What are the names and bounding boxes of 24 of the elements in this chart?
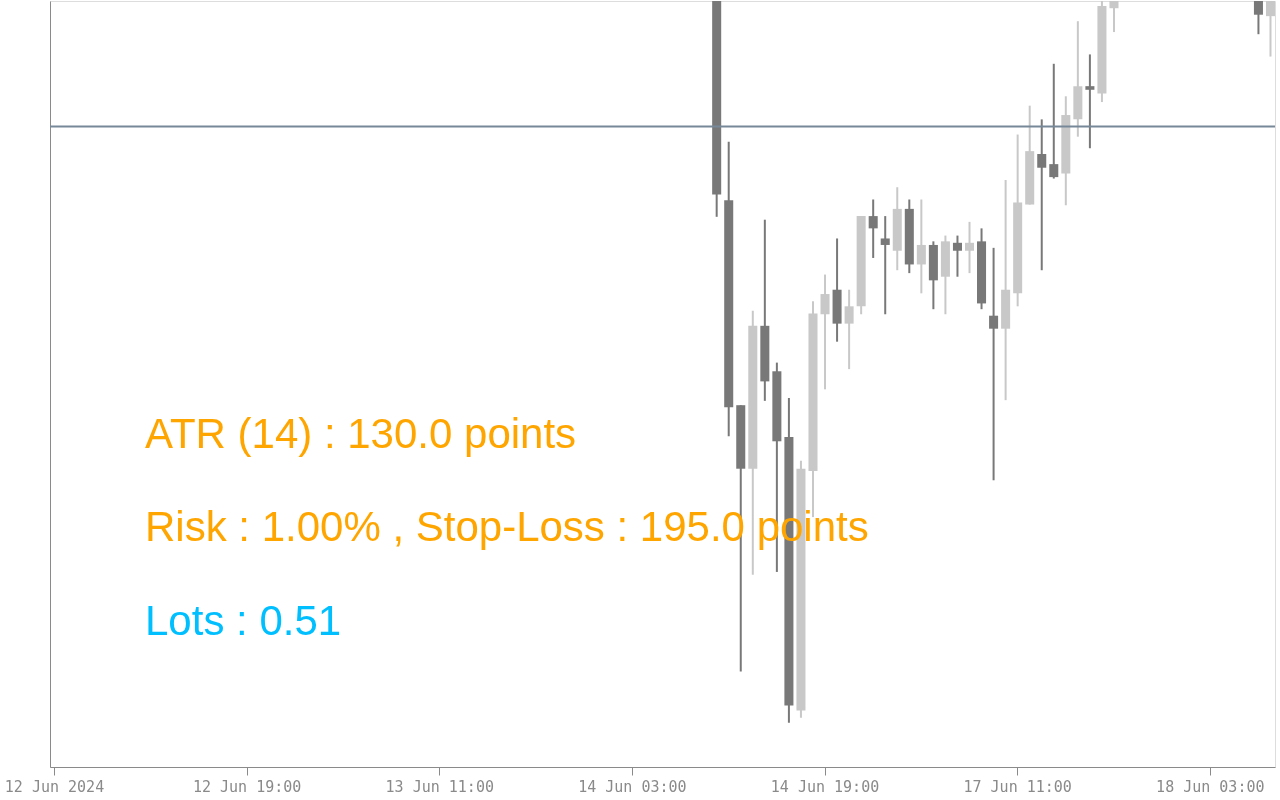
candlestick	[880, 215, 890, 316]
annotation: Lots : 0.51	[145, 597, 342, 644]
candlestick	[964, 220, 975, 275]
x-tick-label: 12 Jun 2024	[4, 777, 105, 796]
candlestick	[1049, 62, 1059, 180]
x-tick-label: 14 Jun 19:00	[770, 777, 880, 796]
x-tick-label: 14 Jun 03:00	[578, 777, 687, 796]
candlestick	[844, 288, 854, 371]
annotation: Risk : 1.00% , Stop-Loss : 195.0 points	[145, 503, 869, 550]
x-tick-label: 12 Jun 19:00	[192, 777, 302, 796]
candlestick	[952, 234, 962, 278]
candlestick	[1085, 53, 1095, 150]
x-tick-label: 18 Jun 03:00	[1156, 777, 1265, 796]
annotation: ATR (14) : 130.0 points	[145, 410, 577, 457]
candlestick	[989, 246, 999, 482]
x-tick-label: 13 Jun 11:00	[385, 777, 494, 796]
candlestick	[1253, 0, 1263, 36]
candlestick	[868, 198, 878, 259]
candlestick	[1265, 0, 1275, 58]
candlestick	[1109, 0, 1119, 34]
candlestick	[916, 198, 926, 295]
candlestick	[820, 273, 830, 391]
candlestick	[1037, 118, 1047, 272]
x-tick-label: 17 Jun 11:00	[963, 777, 1072, 796]
